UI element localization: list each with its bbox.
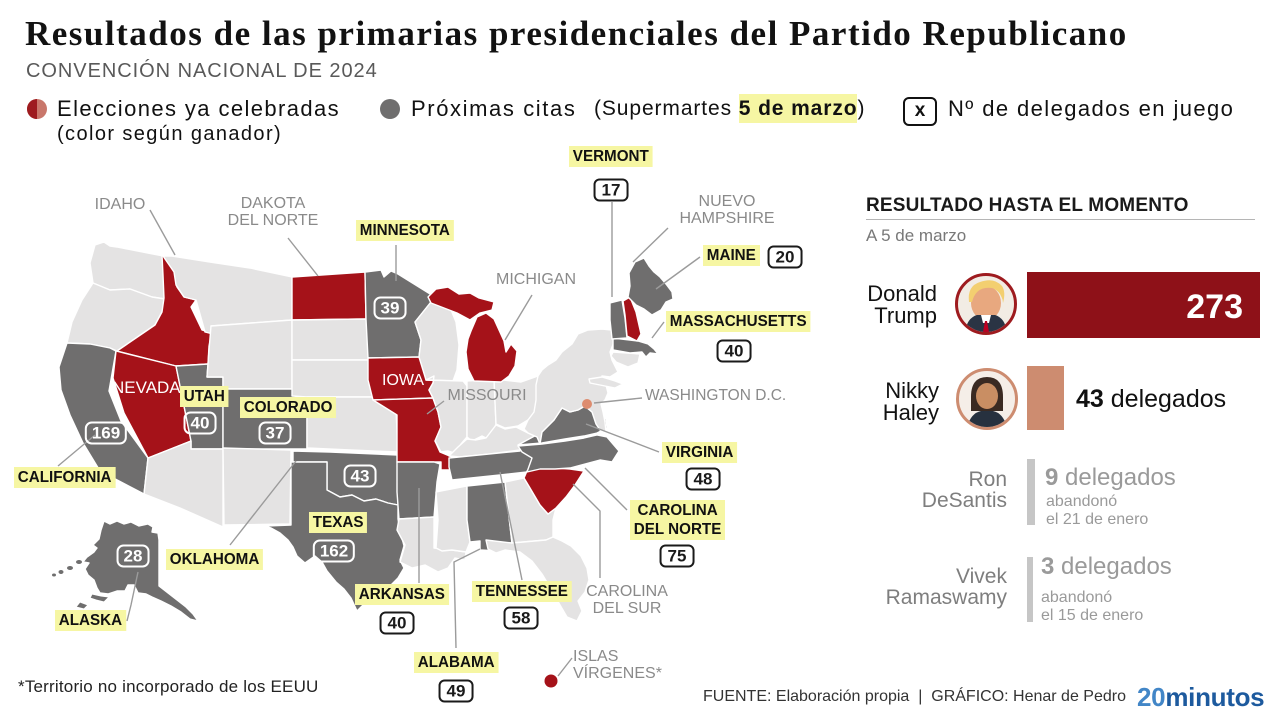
svg-text:NEVADA: NEVADA (112, 378, 181, 397)
svg-text:IOWA: IOWA (382, 372, 424, 389)
